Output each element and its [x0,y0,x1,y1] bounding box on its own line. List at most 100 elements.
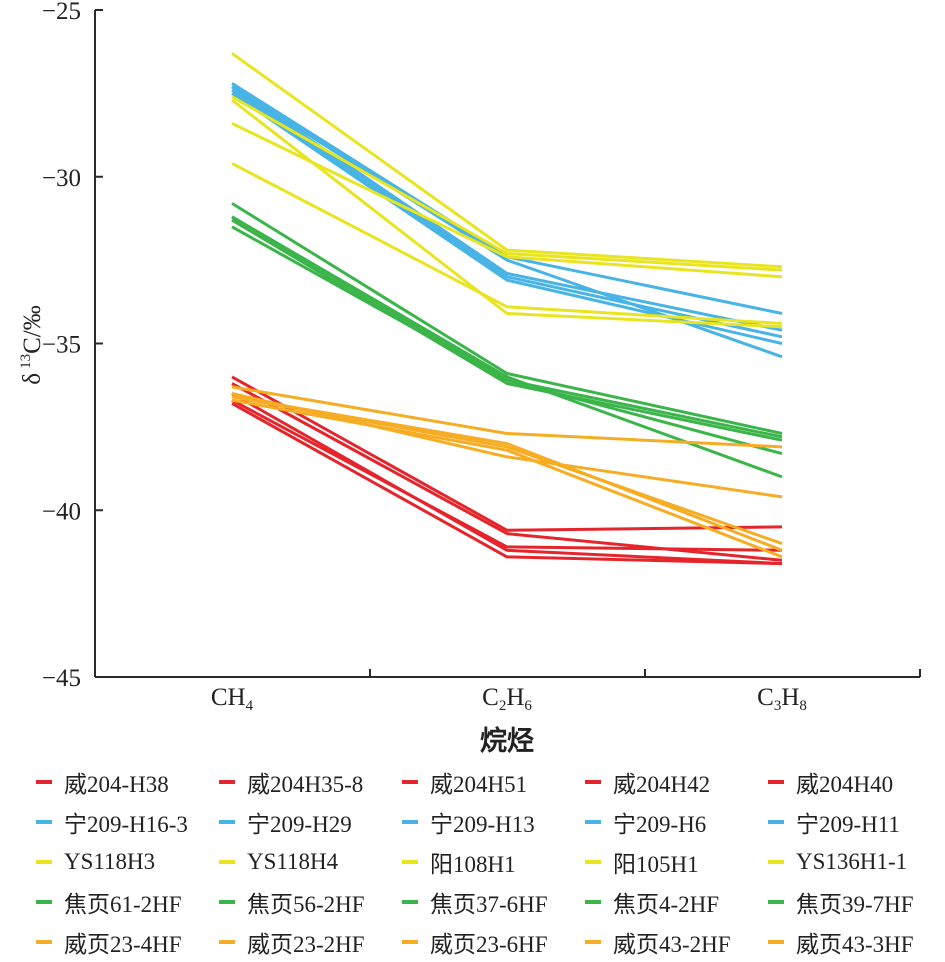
legend-label: 威页23-4HF [64,925,182,959]
series-line-YS118H4 [232,97,782,270]
legend-item: 焦页37-6HF [396,885,579,919]
legend-item: 宁209-H6 [579,805,762,839]
y-axis-title-sup: 13 [18,354,34,369]
legend-swatch-icon [36,780,52,784]
legend-item: 威204-H38 [30,765,213,799]
series-line-阳105H1 [232,163,782,323]
legend-item: YS136H1-1 [762,849,945,875]
legend-label: 威页43-2HF [613,925,731,959]
legend-swatch-icon [402,780,418,784]
legend-item: 威204H40 [762,765,945,799]
legend-swatch-icon [36,940,52,944]
legend-swatch-icon [219,780,235,784]
legend-item: 焦页4-2HF [579,885,762,919]
legend-label: 焦页61-2HF [64,885,182,919]
legend-swatch-icon [219,940,235,944]
legend-row: 宁209-H16-3 宁209-H29 宁209-H13 宁209-H6 宁209-H1… [30,802,945,842]
legend-label: 威204H42 [613,765,710,799]
legend-item: 焦页61-2HF [30,885,213,919]
legend-item: 威页43-2HF [579,925,762,959]
legend-swatch-icon [402,860,418,864]
x-axis-title: 烷烃 [480,725,534,757]
legend-item: 焦页56-2HF [213,885,396,919]
axes [95,10,920,677]
legend-item: 威页43-3HF [762,925,945,959]
x-tick-label-part: 8 [799,698,807,714]
legend-item: 威页23-6HF [396,925,579,959]
y-axis-title: δ 13C/‰ [18,305,46,384]
series-line-宁209-H29 [232,87,782,331]
legend-label: 宁209-H16-3 [64,805,188,839]
y-tick-label: −30 [42,165,81,192]
legend-item: 阳108H1 [396,845,579,879]
series-line-宁209-H11 [232,87,782,357]
legend-swatch-icon [36,820,52,824]
legend-swatch-icon [768,940,784,944]
x-tick-label-part: 2 [499,698,507,714]
legend-row: 威页23-4HF 威页23-2HF 威页23-6HF 威页43-2HF 威页43-3HF [30,922,945,962]
legend-row: 威204-H38 威204H35-8 威204H51 威204H42 威204H40 [30,762,945,802]
legend-swatch-icon [585,780,601,784]
x-tick-label-ch4: CH4 [211,684,254,714]
legend-swatch-icon [402,820,418,824]
x-tick-label-part: 6 [524,698,532,714]
x-ticks: CH4 C2H6 C3H8 [211,669,920,714]
x-tick-label-c3h8: C3H8 [757,684,807,714]
legend-item: 宁209-H16-3 [30,805,213,839]
legend-item: 阳105H1 [579,845,762,879]
x-tick-label-part: CH [211,684,246,711]
x-tick-label-part: C [757,684,774,711]
legend-label: 威204H51 [430,765,527,799]
legend-swatch-icon [585,820,601,824]
y-axis-title-rest: C/‰ [19,305,46,354]
y-tick-label: −35 [42,332,81,359]
legend-swatch-icon [36,860,52,864]
legend-swatch-icon [402,900,418,904]
legend-label: 宁209-H6 [613,805,706,839]
legend-label: 阳105H1 [613,845,699,879]
legend-swatch-icon [768,820,784,824]
y-ticks: −25 −30 −35 −40 −45 [42,0,103,692]
x-tick-label-part: 4 [246,698,254,714]
x-tick-label-c2h6: C2H6 [482,684,532,714]
legend-item: 宁209-H11 [762,805,945,839]
legend-swatch-icon [36,900,52,904]
legend-row: 焦页61-2HF 焦页56-2HF 焦页37-6HF 焦页4-2HF 焦页39-7HF [30,882,945,922]
legend-item: 威204H42 [579,765,762,799]
x-tick-label-part: H [781,684,799,711]
legend-item: 威页23-2HF [213,925,396,959]
legend-swatch-icon [402,940,418,944]
legend-label: 威页23-6HF [430,925,548,959]
legend-label: 宁209-H11 [796,805,900,839]
legend-label: 威204H40 [796,765,893,799]
legend-label: 焦页56-2HF [247,885,365,919]
legend-swatch-icon [585,900,601,904]
legend-label: YS118H3 [64,849,155,875]
legend-item: 宁209-H29 [213,805,396,839]
legend-swatch-icon [585,860,601,864]
legend-item: 焦页39-7HF [762,885,945,919]
y-tick-label: −40 [42,498,81,525]
legend-label: 阳108H1 [430,845,516,879]
legend-swatch-icon [768,780,784,784]
legend-item: 威页23-4HF [30,925,213,959]
legend-label: YS118H4 [247,849,338,875]
legend-label: 威204H35-8 [247,765,363,799]
x-tick-label-part: 3 [774,698,782,714]
x-tick-label-part: H [506,684,524,711]
legend-item: 威204H35-8 [213,765,396,799]
legend-item: YS118H4 [213,849,396,875]
y-axis-title-delta: δ [19,373,46,385]
series-lines [232,53,782,563]
legend-swatch-icon [219,820,235,824]
legend-label: 焦页39-7HF [796,885,914,919]
legend-swatch-icon [768,900,784,904]
legend-item: 宁209-H13 [396,805,579,839]
chart-area: −25−30−35−40−45 CH4 C2H6 C3H8 δ13C/‰ 烷烃 [0,0,945,760]
series-line-YS118H3 [232,53,782,266]
legend-swatch-icon [768,860,784,864]
legend-label: 威页23-2HF [247,925,365,959]
legend-swatch-icon [585,940,601,944]
legend-label: 宁209-H13 [430,805,535,839]
x-tick-label-part: C [482,684,499,711]
